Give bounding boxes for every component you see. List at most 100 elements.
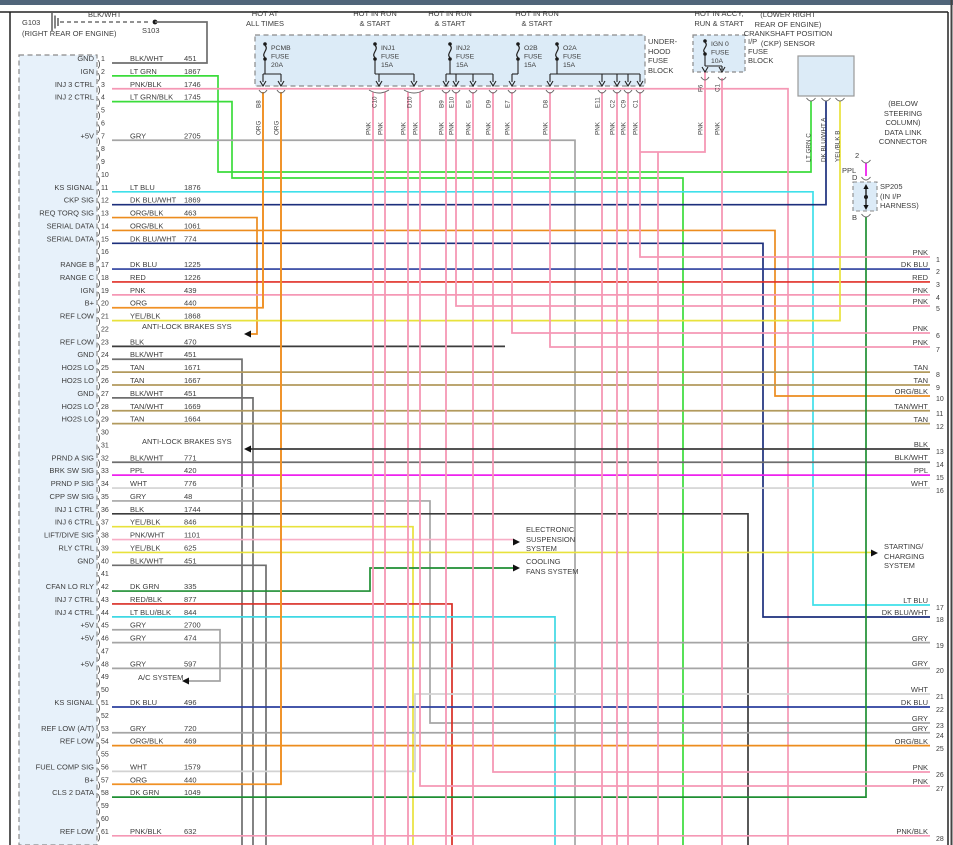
pin-number: 56 (101, 764, 109, 771)
down-arrow-icon (277, 80, 285, 88)
pin-number: 33 (101, 468, 109, 475)
junction-dot (263, 42, 267, 46)
pin-number: 1 (101, 56, 105, 63)
right-wire-name: PNK (913, 338, 928, 347)
fuse-amps: 15A (456, 62, 469, 69)
fuse-name: IGN 0 (711, 41, 729, 48)
signal-label: GND (77, 54, 94, 63)
exit-pin-label: C10 (372, 96, 379, 108)
circuit-number: 1669 (184, 402, 201, 411)
fuse-amps: 15A (563, 62, 576, 69)
pin-bracket-icon: ) (98, 458, 101, 468)
wire-color-rotated-label: PNK (378, 121, 385, 135)
wire-name: GRY (130, 659, 146, 668)
right-pin-number: 18 (936, 617, 944, 624)
wire-name: LT BLU (130, 183, 155, 192)
right-pin-number: 7 (936, 347, 940, 354)
pin-number: 51 (101, 700, 109, 707)
pin-bracket-icon: ) (98, 599, 101, 609)
fuse-icon (448, 45, 452, 58)
ip-fuse-block-label: I/P FUSE BLOCK (748, 37, 774, 65)
connector-cup-icon (635, 89, 645, 94)
circuit-number: 1868 (184, 312, 201, 321)
signal-label: INJ 2 CTRL (55, 93, 94, 102)
wire-name: GRY (130, 724, 146, 733)
circuit-number: 877 (184, 595, 197, 604)
pcm-wire (112, 512, 749, 845)
ckp-sensor-title: (LOWER RIGHT REAR OF ENGINE) CRANKSHAFT … (743, 10, 833, 48)
right-wire-name: WHT (911, 479, 928, 488)
pin-bracket-icon: ) (98, 368, 101, 378)
pin-number: 8 (101, 146, 105, 153)
pin-bracket-icon: ) (98, 548, 101, 558)
signal-label: INJ 4 CTRL (55, 608, 94, 617)
junction-dot (516, 42, 520, 46)
wire-name: PPL (130, 466, 144, 475)
pin-number: 36 (101, 507, 109, 514)
right-pin-number: 26 (936, 772, 944, 779)
right-pin-number: 3 (936, 282, 940, 289)
pin-bracket-icon: ) (98, 316, 101, 326)
circuit-number: 844 (184, 608, 197, 617)
pin-number: 38 (101, 533, 109, 540)
pin-number: 43 (101, 597, 109, 604)
exit-pin-label: F6 (698, 84, 705, 92)
pin-bracket-icon: ) (98, 445, 101, 455)
connector-cup-icon (612, 89, 622, 94)
pin-bracket-icon: ) (98, 767, 101, 777)
exit-pin-label: C1 (715, 83, 722, 92)
exit-pin-label: E11 (595, 97, 602, 108)
pin-number: 6 (101, 120, 105, 127)
pcm-wire (112, 100, 684, 845)
right-wire-name: TAN (914, 363, 928, 372)
pin-number: 55 (101, 752, 109, 759)
signal-label: +5V (80, 634, 94, 643)
fuse-amps: 15A (381, 62, 394, 69)
connector-cup-icon (441, 89, 451, 94)
pin-bracket-icon: ) (98, 174, 101, 184)
feed-wire (419, 92, 930, 787)
wire-name: TAN (130, 363, 144, 372)
pcm-wire (112, 190, 930, 606)
pin-number: 60 (101, 816, 109, 823)
fuse-icon (555, 45, 559, 58)
pin-bracket-icon: ) (98, 149, 101, 159)
pin-number: 24 (101, 352, 109, 359)
right-pin-number: 11 (936, 411, 943, 418)
circuit-number: 1226 (184, 273, 201, 282)
right-wire-name: LT BLU (903, 596, 928, 605)
ground-wire: BLK/WHT (88, 10, 122, 19)
right-pin-number: 24 (936, 733, 944, 740)
right-pin-number: 13 (936, 449, 944, 456)
signal-label: B+ (85, 775, 95, 784)
right-pin-number: 12 (936, 424, 944, 431)
circuit-number: 1579 (184, 762, 201, 771)
pin-number: 28 (101, 404, 109, 411)
system-abs-2: ANTI-LOCK BRAKES SYS (142, 437, 232, 446)
right-wire-name: DK BLU (901, 698, 928, 707)
pin-number: 31 (101, 442, 109, 449)
pin-number: 26 (101, 378, 109, 385)
pin-number: 61 (101, 829, 109, 836)
fuse-word: FUSE (524, 54, 543, 61)
circuit-number: 440 (184, 299, 197, 308)
pin-number: 45 (101, 623, 109, 630)
junction-dot (864, 195, 868, 199)
exit-pin-label: D9 (486, 99, 493, 108)
wire-name: PNK/WHT (130, 531, 165, 540)
right-wire-name: PNK (913, 763, 928, 772)
pcm-wire (112, 21, 208, 64)
wire-name: BLK/WHT (130, 453, 164, 462)
wire-color-rotated-label: PNK (698, 121, 705, 135)
circuit-number: 440 (184, 775, 197, 784)
pin-bracket-icon: ) (98, 690, 101, 700)
wire-name: LT GRN (130, 67, 157, 76)
pin-bracket-icon: ) (98, 84, 101, 94)
ckp-pin-label: LT GRN C (806, 133, 813, 162)
pin-bracket-icon: ) (98, 574, 101, 584)
right-arrow-icon (513, 538, 520, 546)
signal-label: IGN (81, 286, 94, 295)
pin-bracket-icon: ) (98, 677, 101, 687)
circuit-number: 1664 (184, 415, 201, 424)
pin-bracket-icon: ) (98, 162, 101, 172)
